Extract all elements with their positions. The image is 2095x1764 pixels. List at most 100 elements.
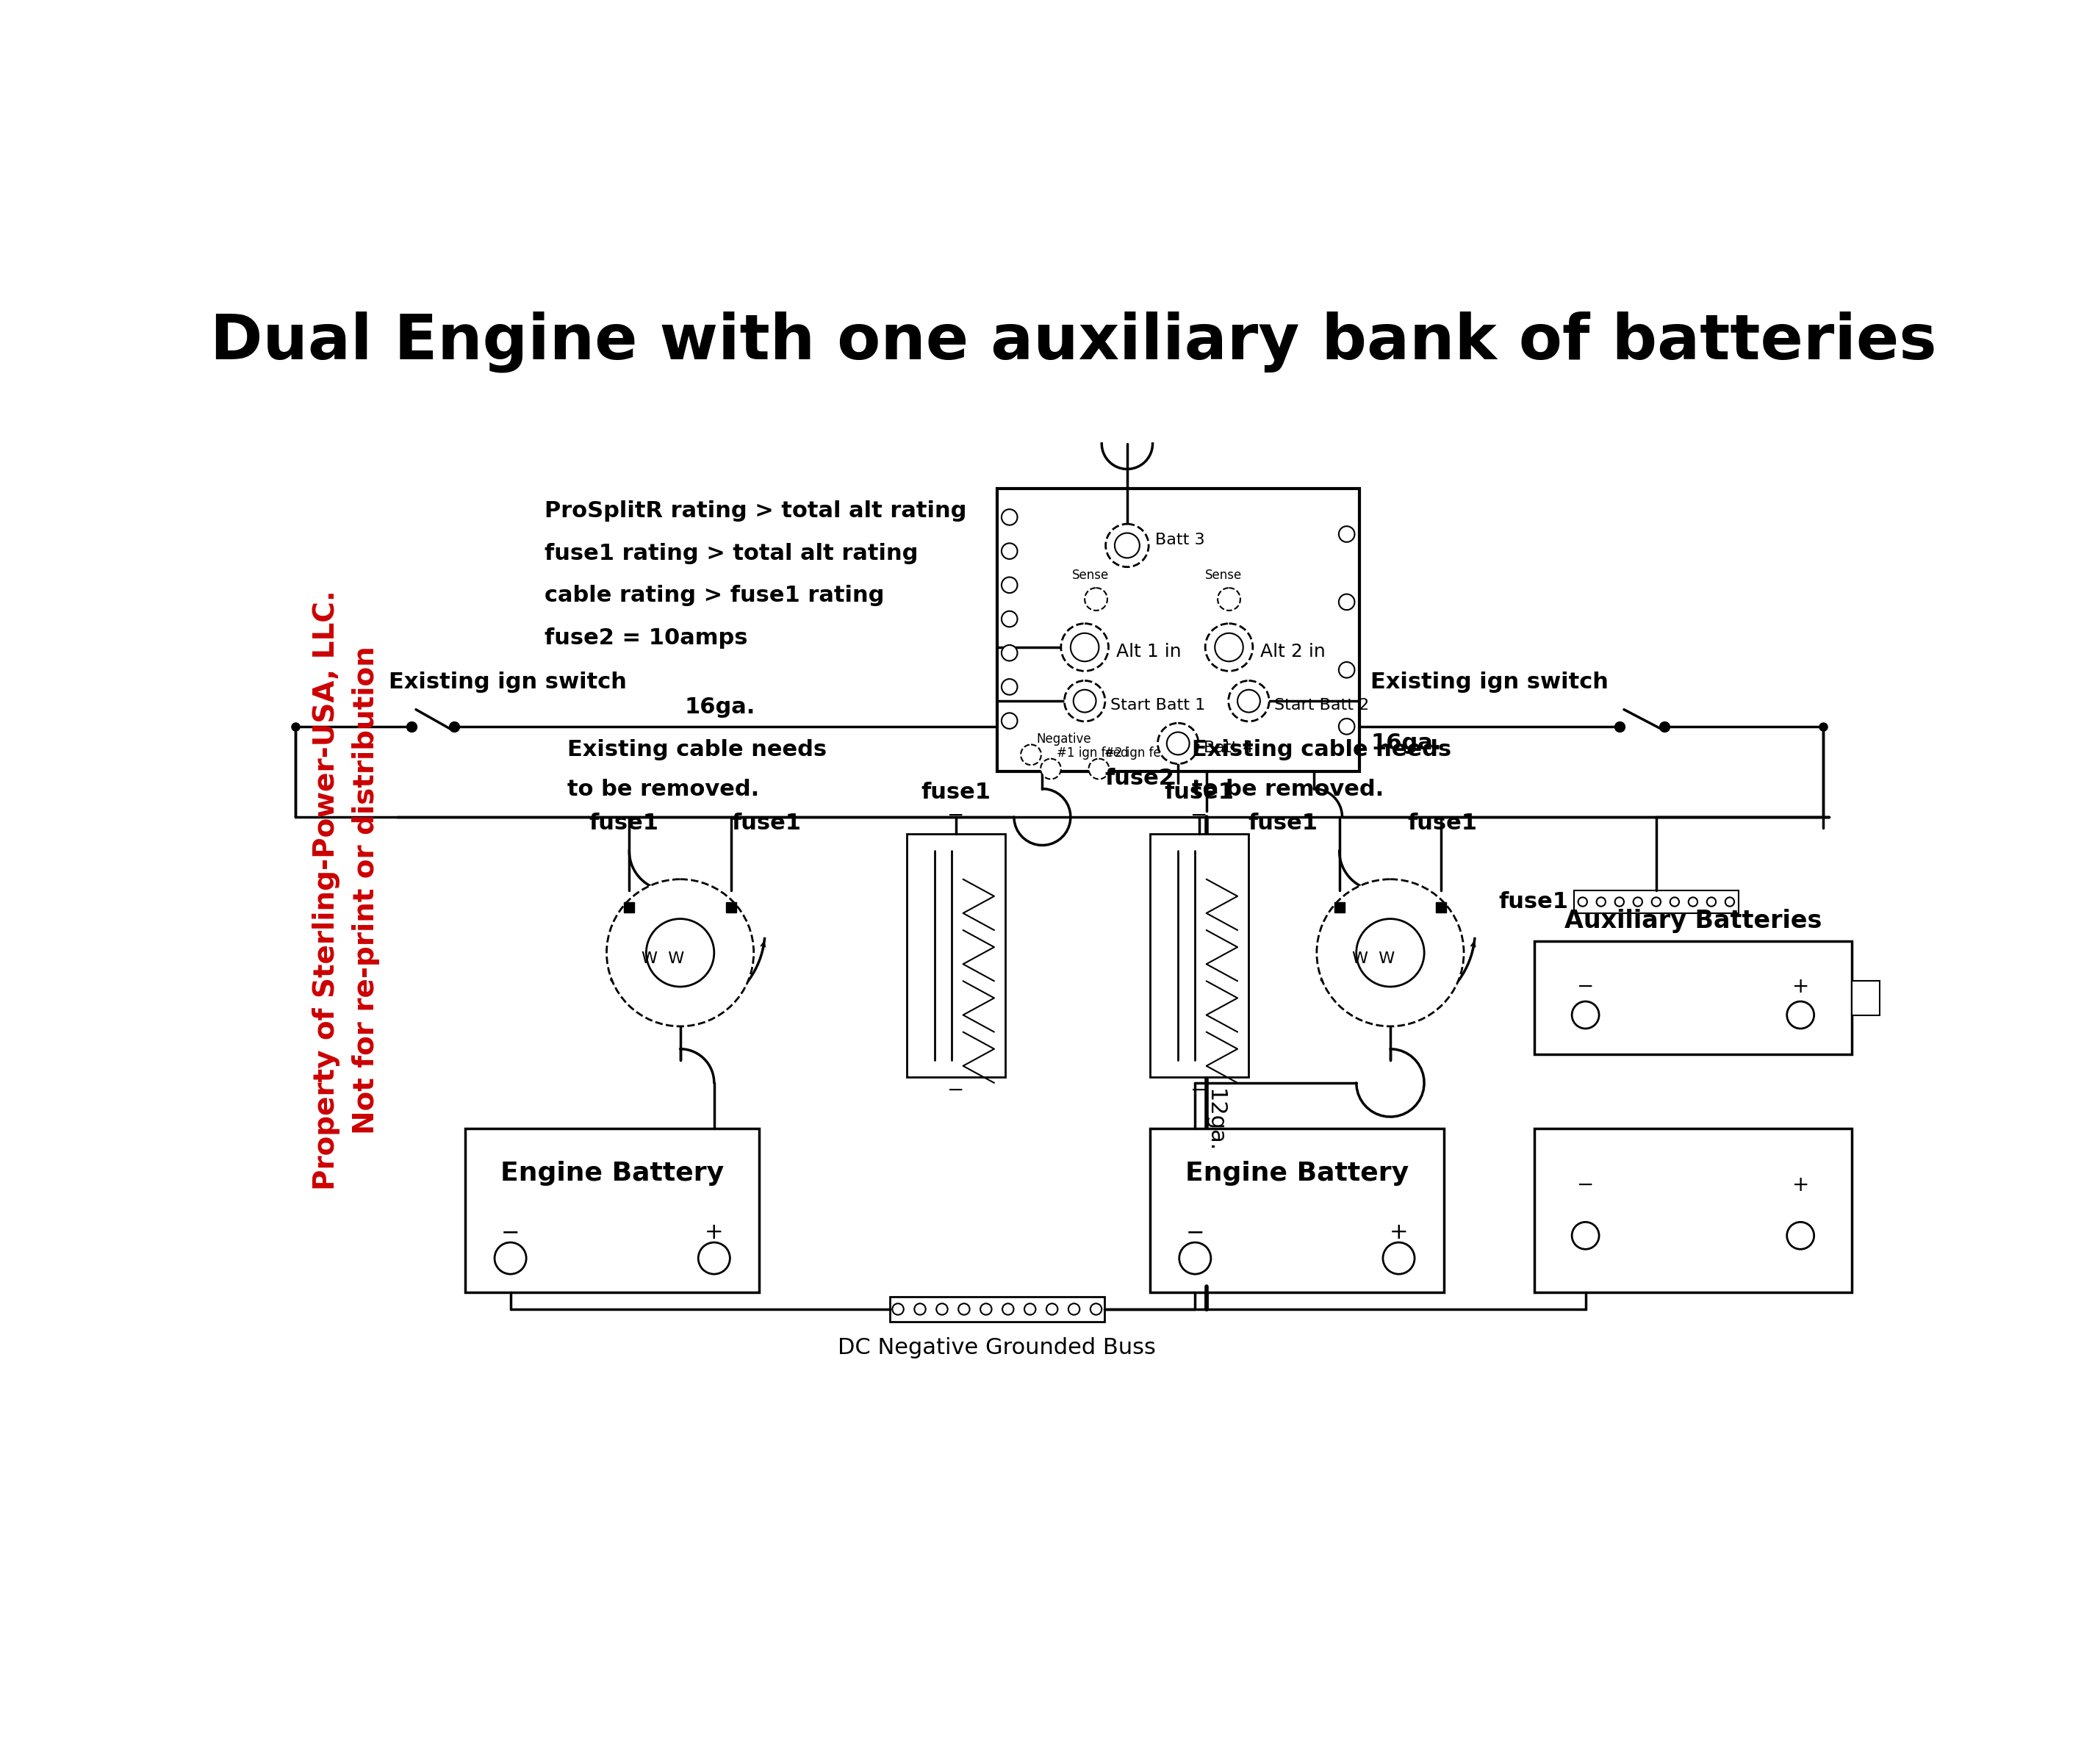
Text: −: − [1578,977,1594,997]
Text: cable rating > fuse1 rating: cable rating > fuse1 rating [545,586,884,607]
Text: 16ga.: 16ga. [685,697,754,718]
Circle shape [1064,681,1104,721]
Circle shape [1615,898,1624,907]
Text: +: + [704,1222,723,1244]
Circle shape [1159,723,1198,764]
Text: to be removed.: to be removed. [1192,778,1385,801]
Text: fuse2: fuse2 [1104,767,1173,789]
Text: Existing ign switch: Existing ign switch [390,672,626,693]
Circle shape [1001,713,1018,729]
Text: fuse1: fuse1 [589,813,658,834]
Circle shape [957,1304,970,1314]
Text: +: + [1791,1175,1810,1194]
Text: Existing cable needs: Existing cable needs [568,739,828,760]
Circle shape [1578,898,1588,907]
Circle shape [1106,524,1148,566]
Text: fuse1: fuse1 [1498,891,1569,912]
Text: Batt 4: Batt 4 [1203,741,1253,755]
Text: −: − [1190,1080,1207,1101]
Text: Negative: Negative [1037,732,1091,746]
Circle shape [1238,690,1259,713]
Circle shape [1571,1222,1598,1249]
Circle shape [1073,690,1096,713]
Text: Sense: Sense [1073,570,1108,582]
Text: +: + [1389,1222,1408,1244]
Text: +: + [1791,977,1810,997]
Circle shape [1724,898,1735,907]
Circle shape [1689,898,1697,907]
Text: −: − [1190,804,1207,826]
Circle shape [1787,1222,1814,1249]
Circle shape [1068,1304,1079,1314]
Bar [1150,834,1249,1078]
Circle shape [1596,898,1605,907]
Circle shape [1670,898,1678,907]
Circle shape [608,878,754,1027]
Circle shape [1089,1304,1102,1314]
Circle shape [1339,594,1355,610]
Circle shape [1228,681,1270,721]
Circle shape [1167,732,1190,755]
Circle shape [1001,646,1018,662]
Circle shape [494,1242,526,1274]
Circle shape [1085,587,1108,610]
Circle shape [1355,919,1425,986]
Circle shape [892,1304,903,1314]
Text: #2 ign feed: #2 ign feed [1104,746,1175,760]
Text: Auxiliary Batteries: Auxiliary Batteries [1565,908,1823,933]
Text: Existing ign switch: Existing ign switch [1370,672,1609,693]
Circle shape [1001,543,1018,559]
Text: Not for re-print or distribution: Not for re-print or distribution [352,646,379,1134]
Circle shape [1089,759,1108,780]
Text: Engine Battery: Engine Battery [501,1161,725,1185]
Text: Alt 1 in: Alt 1 in [1117,644,1182,662]
Circle shape [1339,662,1355,677]
Circle shape [1001,610,1018,626]
Circle shape [1339,718,1355,734]
Text: 16ga.: 16ga. [1370,732,1441,753]
Text: −: − [947,804,964,826]
Circle shape [1001,1304,1014,1314]
Bar [890,1297,1104,1321]
Bar [1150,1129,1443,1293]
Text: Start Batt 1: Start Batt 1 [1110,699,1205,713]
Circle shape [1316,878,1464,1027]
Bar [907,834,1006,1078]
Circle shape [1001,679,1018,695]
Text: −: − [1578,1175,1594,1194]
Text: Batt 3: Batt 3 [1156,533,1205,547]
Text: Start Batt 2: Start Batt 2 [1274,699,1370,713]
Text: −: − [1186,1222,1205,1244]
Circle shape [1179,1242,1211,1274]
Text: fuse1: fuse1 [1408,813,1477,834]
Text: 12ga.: 12ga. [1205,1088,1226,1152]
Bar [465,1129,758,1293]
Circle shape [1215,633,1242,662]
Bar [1852,981,1879,1014]
Circle shape [1205,623,1253,670]
Circle shape [936,1304,947,1314]
Text: Engine Battery: Engine Battery [1186,1161,1408,1185]
Text: fuse1: fuse1 [1165,781,1234,803]
Text: fuse2 = 10amps: fuse2 = 10amps [545,628,748,649]
Bar [1534,942,1852,1055]
Text: −: − [947,1080,964,1101]
Circle shape [913,1304,926,1314]
Circle shape [1571,1002,1598,1028]
Bar [997,489,1360,771]
Text: Property of Sterling-Power-USA, LLC.: Property of Sterling-Power-USA, LLC. [312,591,341,1191]
Circle shape [1041,759,1060,780]
Circle shape [1020,744,1041,766]
Text: Dual Engine with one auxiliary bank of batteries: Dual Engine with one auxiliary bank of b… [210,310,1936,372]
Text: DC Negative Grounded Buss: DC Negative Grounded Buss [838,1337,1156,1358]
Circle shape [1001,577,1018,593]
Circle shape [1651,898,1661,907]
Text: to be removed.: to be removed. [568,778,758,801]
Circle shape [1001,510,1018,526]
Circle shape [980,1304,991,1314]
Circle shape [1339,526,1355,542]
Text: −: − [501,1222,520,1244]
Circle shape [1787,1002,1814,1028]
Text: W  W: W W [1351,951,1395,965]
Text: Existing cable needs: Existing cable needs [1192,739,1452,760]
